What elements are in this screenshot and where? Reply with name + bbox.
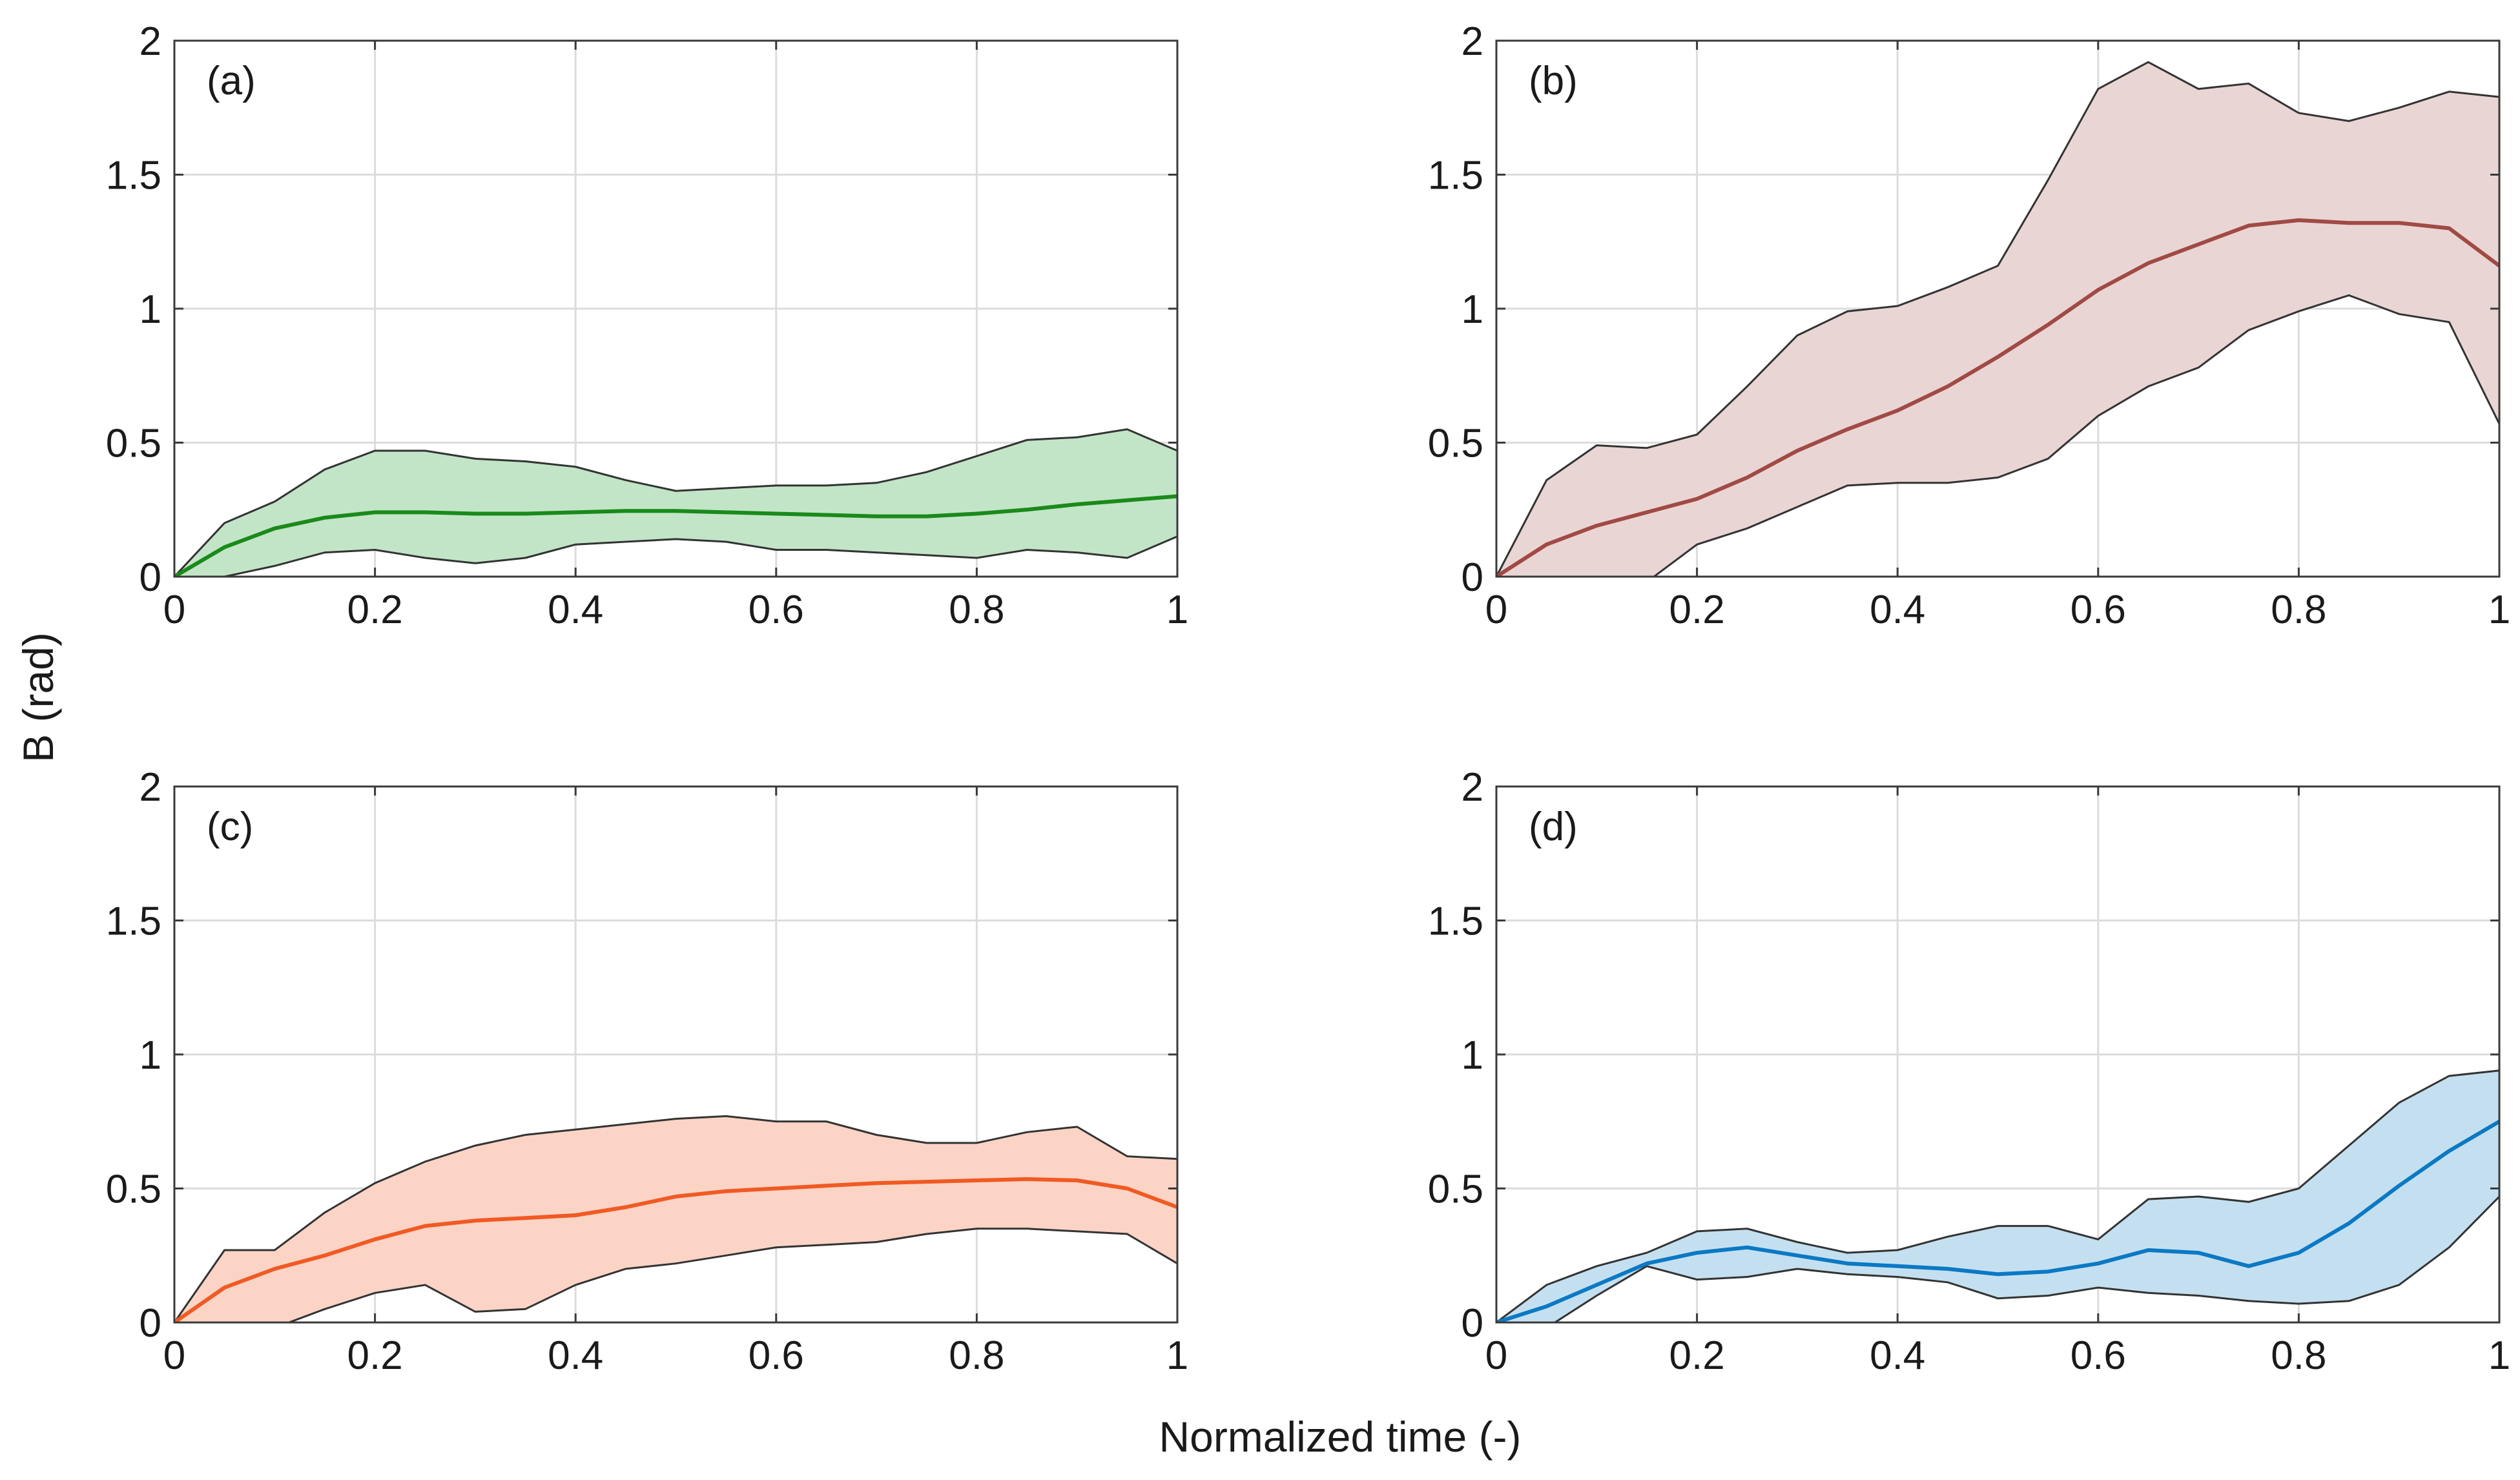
x-tick-label: 1 bbox=[2488, 588, 2510, 632]
x-tick-label: 0 bbox=[163, 1333, 185, 1378]
mean-line bbox=[174, 1177, 1177, 1322]
y-tick-label: 2 bbox=[1461, 19, 1483, 64]
y-tick-label: 1.5 bbox=[106, 154, 161, 198]
x-tick-label: 0.8 bbox=[949, 588, 1004, 632]
x-tick-label: 0.4 bbox=[1870, 1333, 1925, 1378]
x-tick-label: 1 bbox=[2488, 1333, 2510, 1378]
y-tick-label: 0.5 bbox=[106, 1167, 161, 1212]
x-tick-label: 1 bbox=[1166, 1333, 1188, 1378]
x-tick-label: 0.2 bbox=[347, 588, 402, 632]
mean-line bbox=[174, 494, 1177, 577]
y-tick-label: 2 bbox=[139, 19, 161, 64]
y-tick-label: 0 bbox=[139, 1301, 161, 1346]
confidence-band bbox=[1496, 61, 2499, 577]
x-tick-label: 0.6 bbox=[749, 588, 804, 632]
x-axis-title: Normalized time (-) bbox=[1159, 1413, 1521, 1461]
confidence-band bbox=[1496, 1069, 2499, 1322]
x-tick-label: 0.2 bbox=[1669, 1333, 1724, 1378]
y-tick-label: 0 bbox=[1461, 555, 1483, 600]
y-tick-label: 1.5 bbox=[1428, 154, 1483, 198]
y-tick-label: 1.5 bbox=[106, 899, 161, 944]
y-tick-label: 2 bbox=[139, 765, 161, 810]
y-tick-label: 0.5 bbox=[1428, 1167, 1483, 1212]
y-tick-label: 0.5 bbox=[1428, 422, 1483, 466]
y-tick-label: 1 bbox=[139, 287, 161, 332]
panel-label: (a) bbox=[207, 59, 256, 103]
x-tick-label: 0.4 bbox=[1870, 588, 1925, 632]
x-tick-label: 0 bbox=[1485, 1333, 1507, 1378]
panel-c: 0 0.2 0.4 0.6 0.8 1 0 0.5 1 1.5 2 (c) bbox=[106, 765, 1188, 1378]
y-tick-label: 0.5 bbox=[106, 422, 161, 466]
panel-d: 0 0.2 0.4 0.6 0.8 1 0 0.5 1 1.5 2 (d) bbox=[1428, 765, 2510, 1378]
x-tick-label: 0.4 bbox=[548, 588, 603, 632]
y-tick-label: 0 bbox=[1461, 1301, 1483, 1346]
confidence-band bbox=[174, 428, 1177, 577]
x-tick-label: 0.8 bbox=[2271, 588, 2326, 632]
y-tick-label: 2 bbox=[1461, 765, 1483, 810]
x-tick-label: 0 bbox=[163, 588, 185, 632]
chart-panels: 0 0.2 0.4 0.6 0.8 1 0 0.5 1 1.5 2 (a) 0 0.2 0.4 0.6 0.8 1… bbox=[106, 19, 2510, 1378]
x-tick-label: 0.2 bbox=[1669, 588, 1724, 632]
x-tick-label: 0.8 bbox=[2271, 1333, 2326, 1378]
x-tick-label: 0.6 bbox=[749, 1333, 804, 1378]
x-tick-label: 0.4 bbox=[548, 1333, 603, 1378]
x-tick-label: 1 bbox=[1166, 588, 1188, 632]
x-tick-label: 0.8 bbox=[949, 1333, 1004, 1378]
x-tick-label: 0.2 bbox=[347, 1333, 402, 1378]
y-tick-label: 1 bbox=[139, 1033, 161, 1078]
x-tick-label: 0.6 bbox=[2071, 588, 2126, 632]
panel-a: 0 0.2 0.4 0.6 0.8 1 0 0.5 1 1.5 2 (a) bbox=[106, 19, 1188, 632]
panel-label: (b) bbox=[1529, 59, 1578, 103]
panel-label: (c) bbox=[207, 805, 253, 849]
y-tick-label: 0 bbox=[139, 555, 161, 600]
confidence-band bbox=[174, 1115, 1177, 1322]
mean-line bbox=[1496, 1119, 2499, 1322]
panel-label: (d) bbox=[1529, 805, 1578, 849]
y-axis-title: B (rad) bbox=[14, 632, 62, 763]
y-tick-label: 1.5 bbox=[1428, 899, 1483, 944]
mean-line bbox=[1496, 218, 2499, 577]
panel-b: 0 0.2 0.4 0.6 0.8 1 0 0.5 1 1.5 2 (b) bbox=[1428, 19, 2510, 632]
y-tick-label: 1 bbox=[1461, 1033, 1483, 1078]
x-tick-label: 0 bbox=[1485, 588, 1507, 632]
x-tick-label: 0.6 bbox=[2071, 1333, 2126, 1378]
y-tick-label: 1 bbox=[1461, 287, 1483, 332]
